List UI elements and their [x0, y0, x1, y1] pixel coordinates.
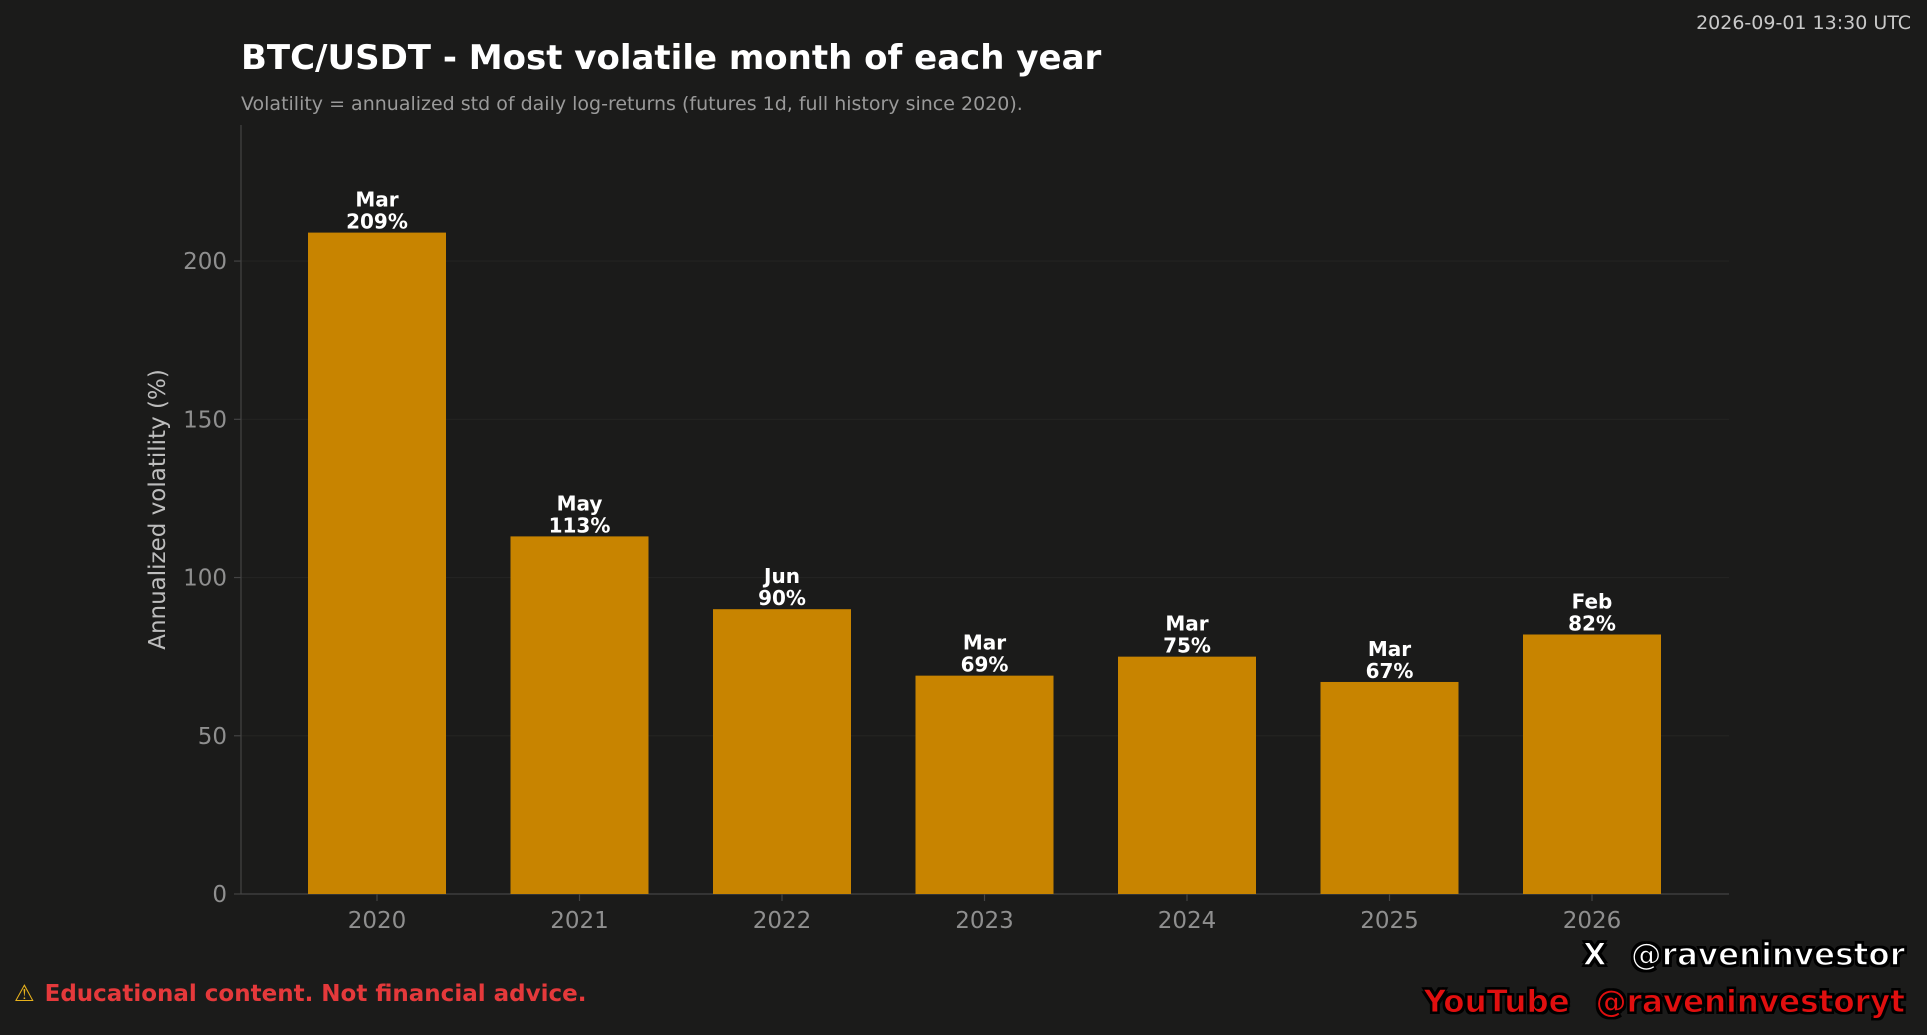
chart-subtitle: Volatility = annualized std of daily log… [241, 93, 1023, 115]
x-tick-label: 2026 [1563, 908, 1622, 934]
y-tick-label: 200 [183, 249, 227, 275]
x-tick-label: 2020 [348, 908, 407, 934]
disclaimer-text: Educational content. Not financial advic… [44, 981, 587, 1007]
bar-month-label: Feb [1572, 590, 1613, 614]
x-handle: @raveninvestor [1630, 936, 1906, 974]
bar-value-label: 209% [346, 210, 408, 234]
x-tick-label: 2025 [1360, 908, 1419, 934]
x-tick-label: 2022 [753, 908, 812, 934]
bar-month-label: Mar [355, 188, 398, 212]
bar-value-label: 67% [1366, 659, 1414, 683]
youtube-handle: @raveninvestoryt [1595, 984, 1905, 1021]
y-tick-label: 0 [212, 882, 227, 908]
bar-value-label: 82% [1568, 612, 1616, 636]
bar-value-label: 75% [1163, 634, 1211, 658]
timestamp: 2026-09-01 13:30 UTC [1696, 12, 1911, 34]
bar-month-label: Mar [963, 631, 1006, 655]
bar-2024 [1118, 656, 1256, 894]
x-tick-label: 2023 [955, 908, 1014, 934]
disclaimer: ⚠ Educational content. Not financial advi… [14, 981, 586, 1007]
bar-2022 [713, 609, 851, 894]
x-handle-row: X @raveninvestor [1582, 936, 1906, 974]
bar-2021 [510, 536, 649, 894]
youtube-label: YouTube [1423, 984, 1570, 1021]
bar-month-label: Jun [762, 564, 800, 588]
bar-value-label: 69% [961, 653, 1009, 677]
y-tick-label: 150 [183, 407, 227, 433]
y-axis-label: Annualized volatility (%) [145, 369, 171, 650]
chart-title: BTC/USDT - Most volatile month of each y… [241, 38, 1102, 78]
x-logo-icon: X [1582, 936, 1607, 974]
warning-icon: ⚠ [14, 981, 35, 1007]
bar-month-label: Mar [1368, 637, 1411, 661]
bar-2023 [915, 675, 1054, 894]
bar-month-label: Mar [1165, 612, 1208, 636]
x-tick-label: 2021 [550, 908, 609, 934]
bar-2020 [308, 232, 446, 895]
bar-2025 [1320, 681, 1459, 894]
x-tick-label: 2024 [1158, 908, 1217, 934]
bar-value-label: 113% [549, 513, 611, 537]
y-tick-label: 50 [198, 724, 227, 750]
bar-month-label: May [557, 491, 603, 515]
bar-2026 [1523, 634, 1661, 894]
bar-value-label: 90% [758, 586, 806, 610]
youtube-handle-row: YouTube @raveninvestoryt [1423, 984, 1905, 1021]
y-tick-label: 100 [183, 566, 227, 592]
